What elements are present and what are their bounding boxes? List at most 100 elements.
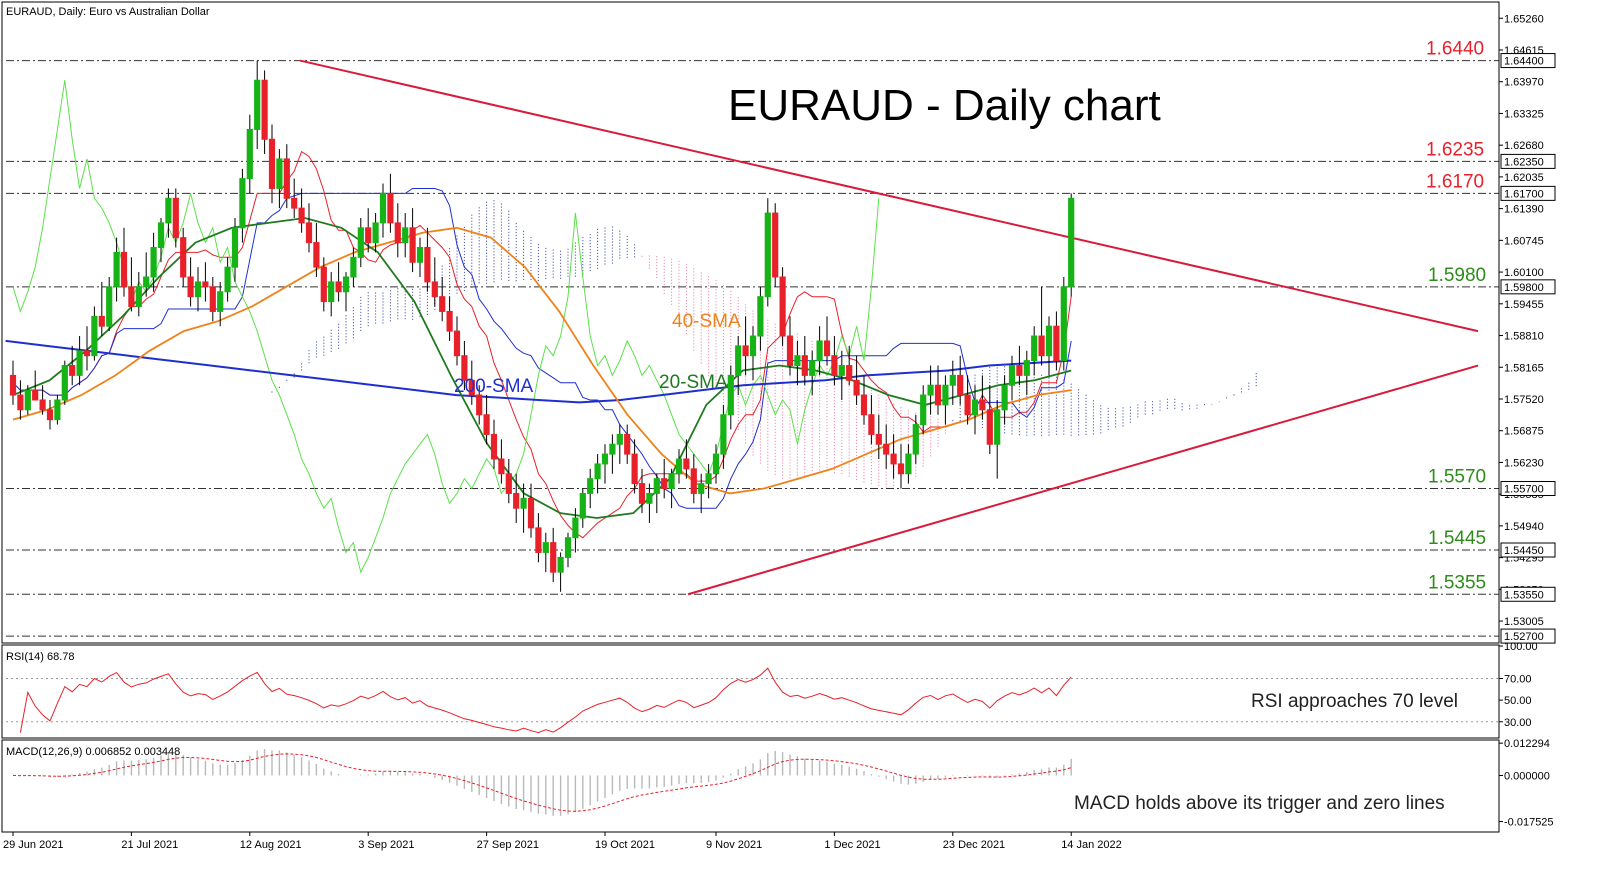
candle-body [128, 286, 135, 308]
candle-body [846, 365, 853, 381]
candle-body [587, 478, 594, 494]
candle-body [357, 227, 364, 258]
level-label: 1.5355 [1428, 572, 1486, 593]
chart-title: EURAUD - Daily chart [728, 81, 1161, 130]
axis-tick-label: 1.65260 [1504, 13, 1544, 25]
candle-body [476, 394, 483, 416]
candle-body [942, 384, 949, 406]
candle-body [83, 350, 91, 357]
rsi-tick-label: 100.00 [1504, 641, 1538, 653]
candle-body [224, 266, 231, 293]
candle-body [527, 497, 535, 529]
candle-body [194, 281, 202, 298]
candle-body [424, 246, 431, 283]
candle-body [949, 374, 956, 386]
candle-body [897, 463, 905, 475]
level-label: 1.5445 [1428, 528, 1486, 549]
candlesticks [9, 60, 1075, 592]
candle-body [616, 433, 623, 445]
sma40-label: 40-SMA [672, 311, 741, 332]
candle-body [653, 478, 660, 494]
candle-body [564, 537, 572, 558]
candle-body [446, 310, 453, 332]
axis-tick-label: 1.54940 [1504, 521, 1544, 533]
candle-body [853, 379, 860, 396]
candle-body [39, 399, 46, 411]
sma40-line [12, 226, 1072, 495]
candle-body [550, 542, 557, 573]
candle-body [1001, 384, 1008, 411]
macd-signal-line [12, 753, 1072, 812]
candle-body [365, 227, 372, 244]
candle-body [986, 409, 993, 445]
date-label: 12 Aug 2021 [240, 839, 302, 851]
candle-body [276, 158, 283, 189]
date-label: 23 Dec 2021 [943, 839, 1005, 851]
candle-body [727, 374, 734, 416]
candle-body [76, 350, 83, 376]
candle-body [209, 286, 216, 312]
candle-body [172, 197, 179, 239]
axis-price-box [1500, 586, 1556, 602]
axis-tick-label: 1.53005 [1504, 616, 1544, 628]
axis-price-box [1500, 53, 1556, 69]
axis-tick-label: 1.63325 [1504, 108, 1544, 120]
candle-body [572, 517, 579, 539]
rsi-indicator: 100.00 70.00 50.00 30.00 [6, 641, 1538, 734]
axis-tick-label: 1.60100 [1504, 267, 1544, 279]
moving-averages [5, 217, 1072, 519]
candle-body [202, 281, 209, 288]
candle-body [468, 379, 475, 396]
candle-body [957, 374, 964, 396]
axis-tick-label: 1.61390 [1504, 204, 1544, 216]
macd-note: MACD holds above its trigger and zero li… [1074, 793, 1445, 814]
date-axis: 29 Jun 2021 21 Jul 2021 12 Aug 2021 3 Sep 2… [3, 832, 1122, 851]
candle-body [757, 296, 764, 337]
candle-body [912, 424, 919, 455]
candle-body [54, 399, 61, 421]
candle-body [231, 227, 239, 268]
candle-body [631, 453, 638, 485]
candle-body [535, 527, 542, 553]
candle-body [387, 192, 394, 224]
candle-body [749, 335, 757, 357]
candle-body [409, 227, 416, 263]
axis-price-box [1500, 481, 1556, 497]
axis-price-box-label: 1.53550 [1504, 589, 1544, 601]
candle-body [143, 276, 150, 288]
candle-body [268, 138, 276, 189]
axis-tick-label: 1.58165 [1504, 362, 1544, 374]
candle-body [675, 458, 683, 475]
candle-body [283, 158, 290, 199]
candle-body [1016, 365, 1023, 376]
candle-body [875, 433, 882, 445]
axis-price-box-label: 1.52700 [1504, 631, 1544, 643]
axis-price-box [1500, 628, 1556, 644]
candle-body [920, 394, 927, 426]
candle-body [91, 315, 98, 357]
candle-body [513, 492, 520, 509]
candle-body [342, 276, 350, 293]
date-label: 19 Oct 2021 [595, 839, 655, 851]
candle-body [24, 389, 31, 411]
candle-body [579, 492, 586, 519]
candle-body [994, 409, 1001, 445]
candle-body [868, 414, 875, 435]
axis-price-box [1500, 279, 1556, 295]
candle-body [742, 345, 749, 357]
axis-tick-label: 1.62035 [1504, 172, 1544, 184]
axis-price-box-label: 1.54450 [1504, 545, 1544, 557]
candle-body [638, 483, 646, 504]
candle-body [883, 443, 890, 455]
axis-price-box-label: 1.64400 [1504, 56, 1544, 68]
candle-body [720, 414, 727, 455]
candle-body [823, 340, 831, 357]
axis-price-box-label: 1.55700 [1504, 484, 1544, 496]
date-label: 1 Dec 2021 [824, 839, 880, 851]
candle-body [9, 374, 17, 396]
candle-body [809, 360, 816, 376]
candle-body [705, 473, 712, 485]
candle-body [624, 433, 631, 455]
candle-body [964, 394, 971, 416]
level-label: 1.6235 [1426, 139, 1484, 160]
